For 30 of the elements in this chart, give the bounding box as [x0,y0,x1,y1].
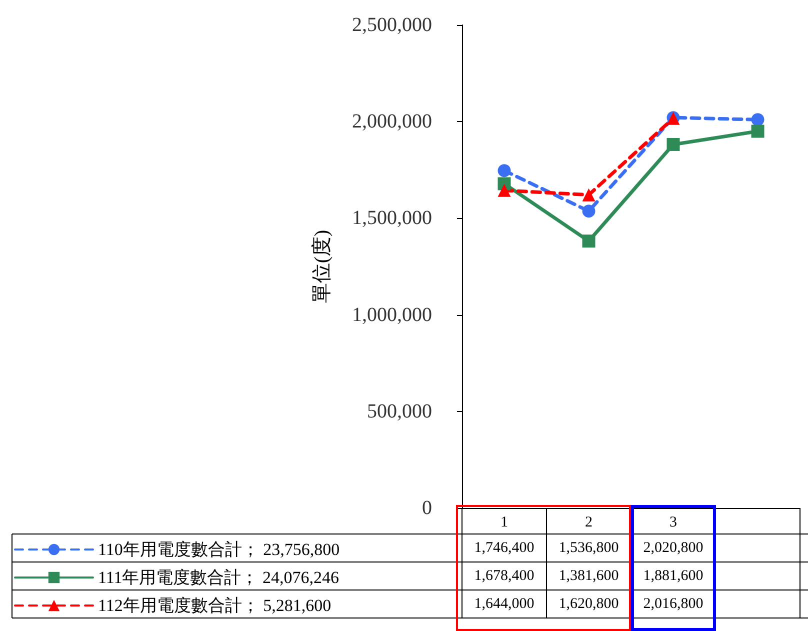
data-label: 2,016,800 [643,596,704,612]
y-tick-label: 500,000 [367,400,432,422]
data-label: 1,620,800 [558,596,619,612]
data-label: 2,020,800 [643,540,704,556]
y-tick-label: 2,500,000 [352,14,432,36]
y-axis-title: 單位(度) [311,230,333,304]
point [751,113,764,126]
data-label: 1,381,600 [558,568,619,584]
x-tick-label: 2 [585,514,592,530]
legend-label: 110年用電度數合計； 23,756,800 [98,540,340,559]
legend-label: 111年用電度數合計； 24,076,246 [98,568,339,587]
legend-label: 112年用電度數合計； 5,281,600 [98,596,332,615]
data-label: 1,881,600 [643,568,704,584]
point [582,234,596,248]
data-label: 1,644,000 [474,596,534,612]
point [498,164,511,178]
x-tick-label: 3 [670,514,677,530]
y-tick-label: 2,000,000 [352,110,432,133]
point [498,184,511,197]
x-tick-label: 1 [500,514,508,530]
y-tick-label: 1,000,000 [352,304,432,326]
data-label: 1,678,400 [474,568,534,584]
data-label: 1,536,800 [558,540,619,556]
point [582,204,596,218]
data-label: 1,746,400 [474,540,534,556]
point [751,124,764,138]
point [666,138,680,151]
point [582,188,596,202]
y-tick-label: 1,500,000 [352,207,432,230]
y-tick-label: 0 [422,497,432,519]
